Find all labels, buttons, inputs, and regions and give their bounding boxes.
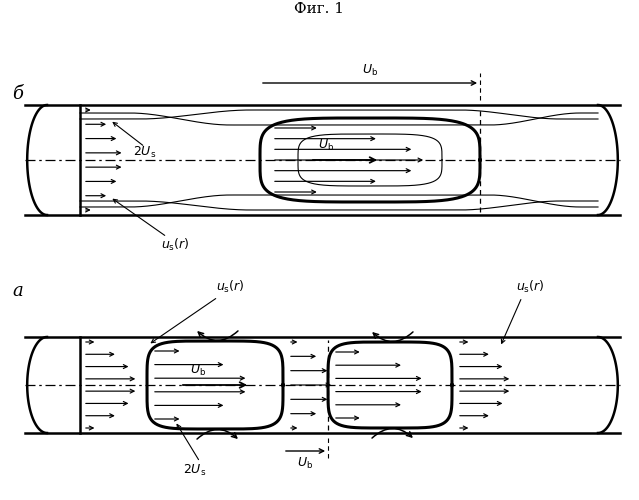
Text: $U_{\mathrm{b}}$: $U_{\mathrm{b}}$ [297,456,314,471]
Text: $2U_{\mathrm{s}}$: $2U_{\mathrm{s}}$ [134,145,157,160]
Text: $U_{\mathrm{b}}$: $U_{\mathrm{b}}$ [190,363,206,378]
Text: а: а [12,282,23,300]
Text: $u_{\mathrm{s}}(r)$: $u_{\mathrm{s}}(r)$ [516,279,544,295]
Text: б: б [12,85,23,103]
Text: $U_{\mathrm{b}}$: $U_{\mathrm{b}}$ [318,138,334,153]
Text: $u_{\mathrm{s}}(r)$: $u_{\mathrm{s}}(r)$ [216,279,244,295]
Text: $2U_{\mathrm{s}}$: $2U_{\mathrm{s}}$ [183,463,206,478]
Text: $u_{\mathrm{s}}(r)$: $u_{\mathrm{s}}(r)$ [160,237,189,253]
Text: Фиг. 1: Фиг. 1 [294,2,344,16]
Text: $U_{\mathrm{b}}$: $U_{\mathrm{b}}$ [362,63,378,78]
